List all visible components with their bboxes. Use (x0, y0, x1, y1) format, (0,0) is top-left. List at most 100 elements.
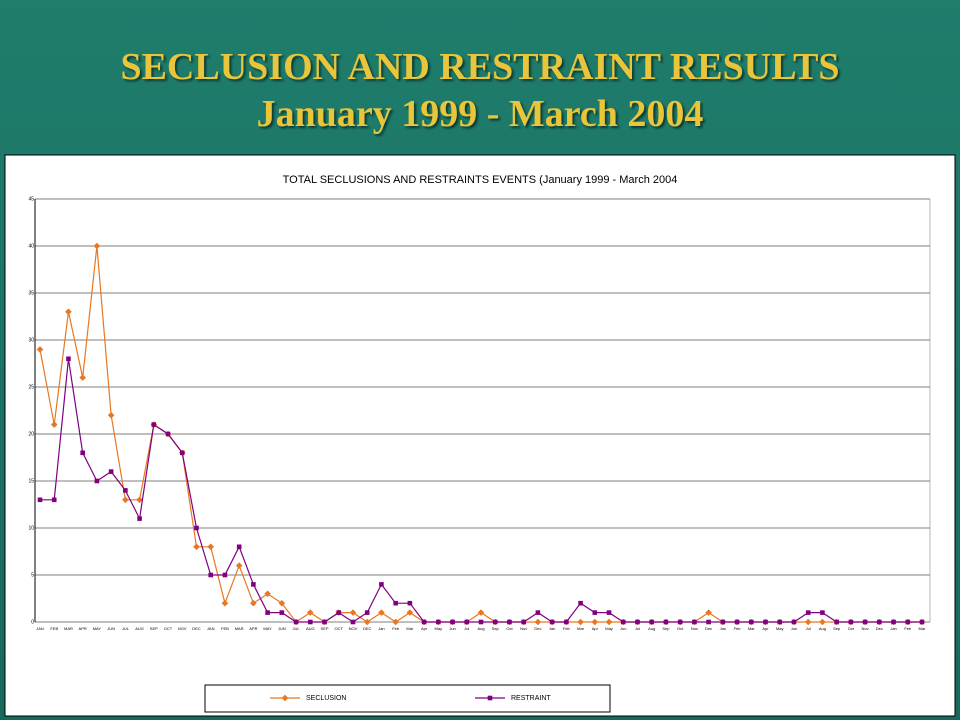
data-point (336, 610, 342, 615)
x-tick-label: May (435, 626, 443, 631)
legend-marker (281, 694, 289, 702)
data-point (51, 497, 57, 503)
slide-title: SECLUSION AND RESTRAINT RESULTS (120, 46, 840, 88)
x-tick-label: MAY (263, 626, 272, 631)
x-tick-label: OCT (164, 626, 173, 631)
x-tick-label: Jun (620, 626, 626, 631)
x-tick-label: Apr (421, 626, 428, 631)
data-point (805, 610, 811, 615)
y-tick-label: 20 (28, 431, 34, 437)
x-tick-label: JAN (36, 626, 44, 631)
x-tick-label: Nov (691, 626, 698, 631)
data-point (649, 619, 655, 625)
x-tick-label: Jul (464, 626, 469, 631)
data-point (50, 421, 58, 428)
data-point (137, 516, 142, 521)
data-point (450, 619, 455, 625)
y-tick-label: 35 (28, 290, 34, 296)
data-point (848, 619, 854, 625)
data-point (66, 356, 71, 362)
x-tick-label: Sep (492, 626, 500, 631)
data-point (763, 619, 768, 625)
data-point (692, 619, 697, 625)
x-tick-label: Sep (833, 626, 841, 631)
data-point (521, 619, 526, 625)
x-tick-label: Feb (392, 626, 400, 631)
x-tick-label: Mar (919, 626, 927, 631)
data-point (407, 600, 413, 606)
x-tick-label: Dec (876, 626, 883, 631)
data-point (107, 411, 115, 419)
data-point (777, 619, 783, 625)
y-tick-label: 45 (28, 196, 34, 202)
data-point (179, 450, 185, 456)
data-point (734, 619, 740, 625)
data-point (364, 610, 370, 615)
x-tick-label: Feb (734, 626, 742, 631)
y-tick-label: 30 (28, 337, 34, 343)
data-point (549, 619, 555, 625)
x-tick-label: MAR (235, 626, 244, 631)
x-tick-label: Jul (635, 626, 640, 631)
data-point (819, 618, 826, 626)
legend-marker (487, 695, 493, 701)
data-point (136, 496, 143, 504)
data-point (122, 496, 129, 504)
data-point (534, 618, 542, 626)
x-tick-label: Mar (577, 626, 585, 631)
x-tick-label: Jan (378, 626, 384, 631)
x-tick-label: JAN (207, 626, 215, 631)
data-point (65, 308, 72, 316)
data-point (350, 619, 356, 625)
x-tick-label: Aug (819, 626, 826, 631)
x-tick-label: Jun (791, 626, 797, 631)
data-point (151, 422, 157, 427)
data-point (378, 609, 385, 616)
chart-title: TOTAL SECLUSIONS AND RESTRAINTS EVENTS (… (283, 174, 678, 186)
data-point (322, 619, 327, 625)
x-tick-label: Oct (677, 626, 684, 631)
data-point (706, 619, 711, 625)
data-point (221, 599, 229, 607)
x-tick-label: Apr (592, 626, 599, 631)
x-tick-label: FEB (50, 626, 58, 631)
data-point (877, 619, 882, 625)
data-point (235, 562, 243, 569)
x-tick-label: Dec (534, 626, 541, 631)
x-tick-label: DEC (363, 626, 372, 631)
data-point (250, 599, 257, 607)
y-tick-label: 5 (31, 572, 34, 578)
x-tick-label: JUN (278, 626, 286, 631)
data-point (123, 488, 128, 493)
x-tick-label: OCT (335, 626, 344, 631)
data-point (236, 544, 242, 550)
data-point (293, 619, 299, 625)
data-point (165, 431, 171, 437)
data-point (208, 572, 214, 578)
y-tick-label: 10 (28, 525, 34, 531)
data-point (605, 618, 613, 626)
x-tick-label: Apr (762, 626, 769, 631)
x-tick-label: JUN (107, 626, 115, 631)
data-point (891, 619, 896, 625)
x-tick-label: Aug (477, 626, 484, 631)
x-tick-label: SEP (321, 626, 329, 631)
x-tick-label: Jul (806, 626, 811, 631)
data-point (478, 619, 484, 625)
data-point (905, 619, 911, 625)
x-tick-label: Oct (848, 626, 855, 631)
x-tick-label: Aug (648, 626, 655, 631)
data-point (392, 618, 399, 626)
x-tick-label: Jan (890, 626, 896, 631)
data-point (349, 609, 357, 616)
x-tick-label: JUL (122, 626, 130, 631)
data-point (307, 619, 313, 625)
data-point (193, 543, 200, 551)
data-point (577, 618, 584, 626)
data-point (748, 619, 754, 625)
data-point (507, 619, 512, 625)
data-point (421, 619, 427, 625)
data-point (194, 525, 199, 531)
data-point (80, 450, 85, 456)
